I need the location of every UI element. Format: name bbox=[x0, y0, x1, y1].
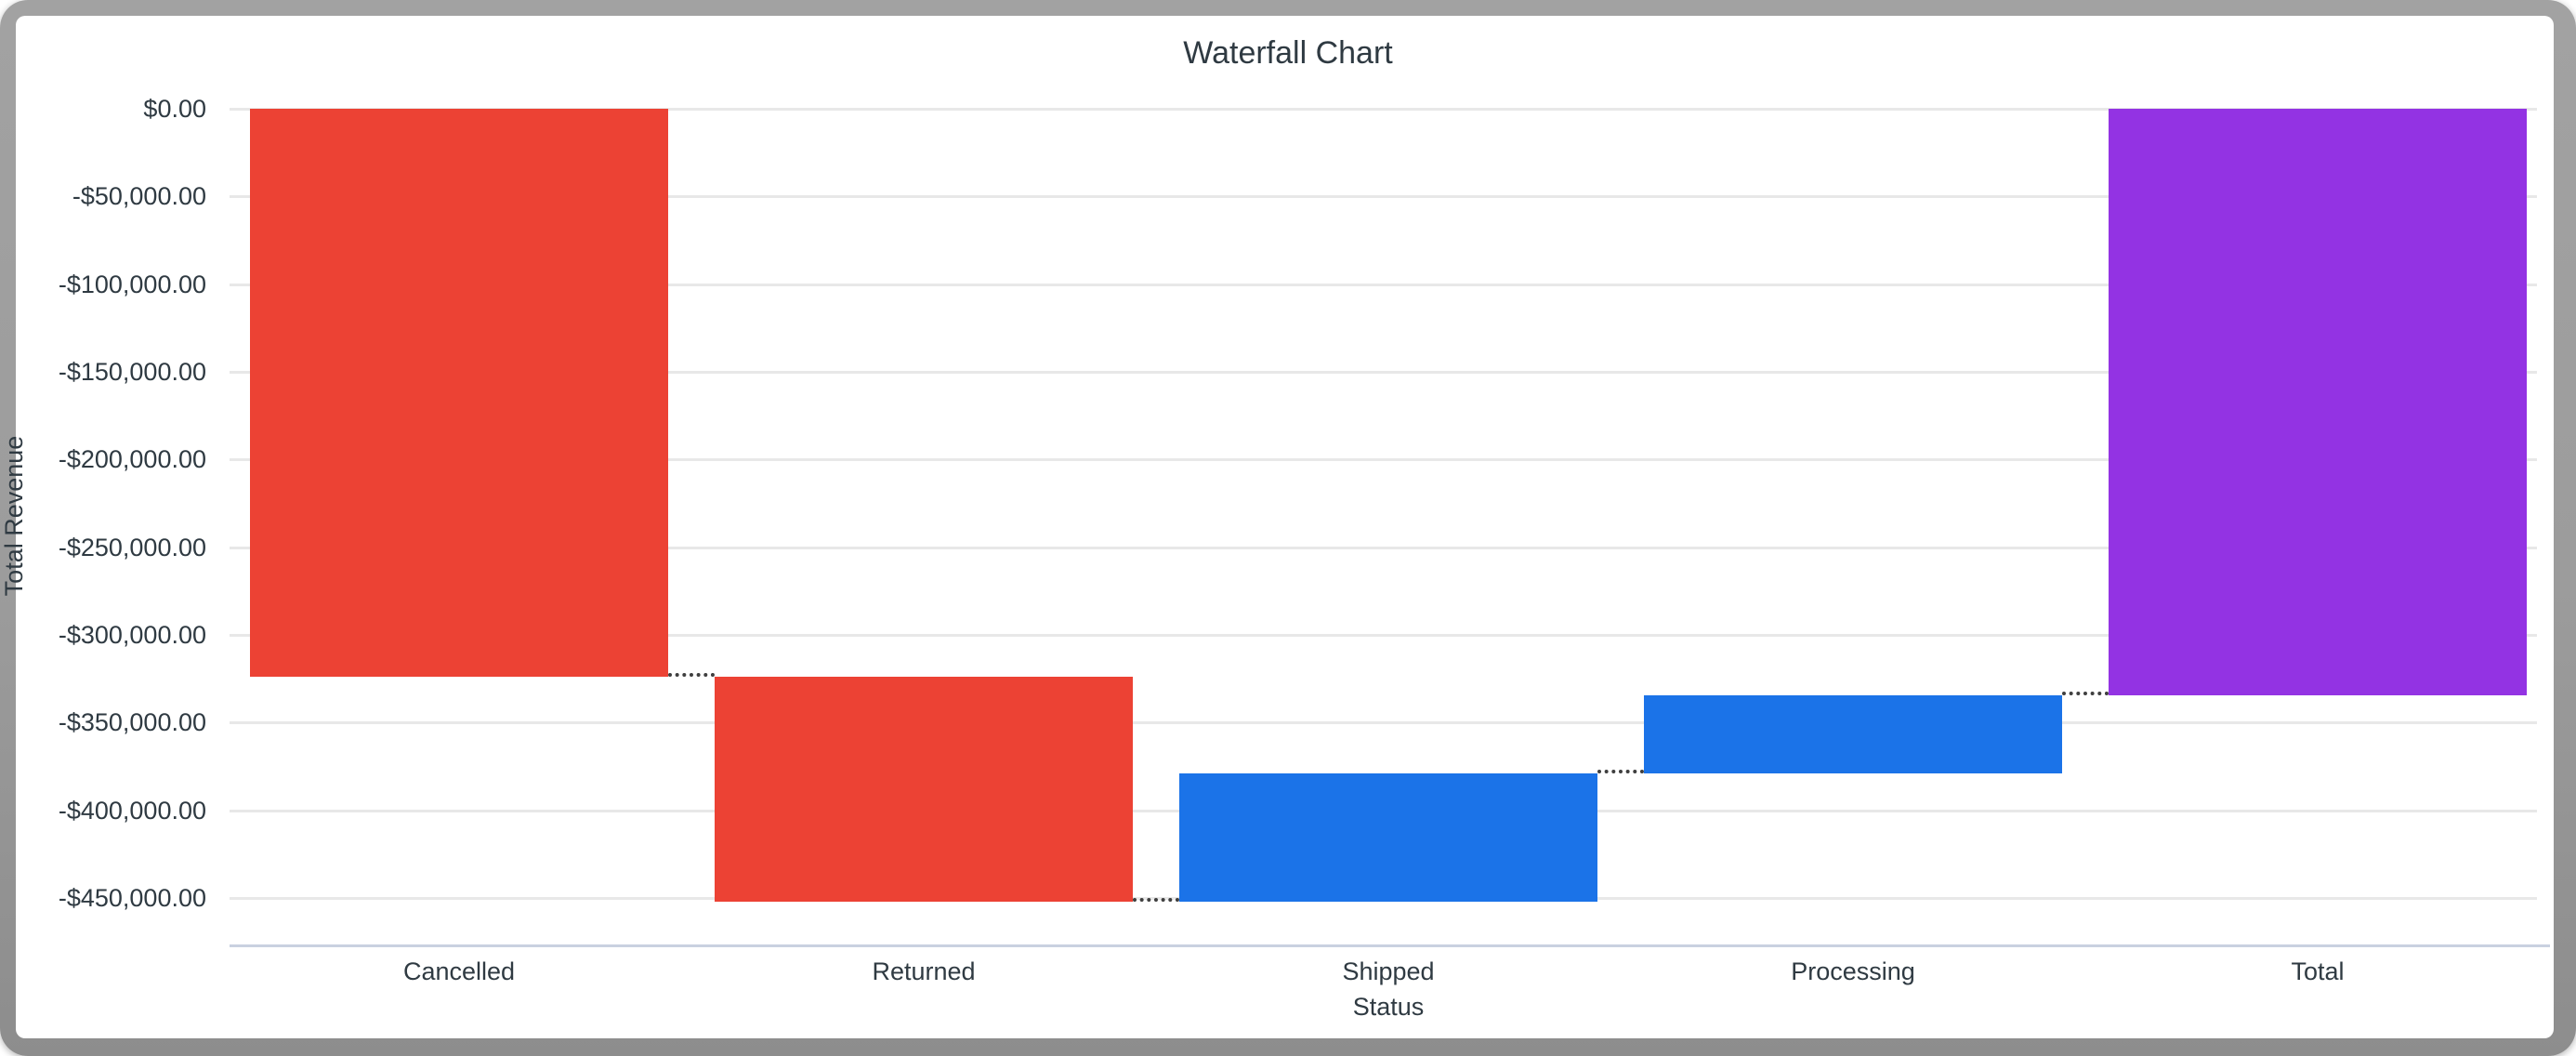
y-tick-label: -$400,000.00 bbox=[58, 797, 206, 825]
x-axis-title: Status bbox=[1352, 993, 1425, 1021]
gridline bbox=[230, 371, 2537, 374]
gridline bbox=[230, 284, 2537, 286]
x-tick-label: Processing bbox=[1791, 957, 1915, 985]
y-tick-label: -$50,000.00 bbox=[72, 182, 206, 210]
gridline bbox=[230, 721, 2537, 724]
chart-title: Waterfall Chart bbox=[1183, 35, 1393, 71]
x-tick-label: Returned bbox=[872, 957, 976, 985]
y-tick-label: -$100,000.00 bbox=[58, 271, 206, 298]
bar-processing[interactable] bbox=[1644, 695, 2062, 773]
gridline bbox=[230, 547, 2537, 549]
x-axis-line bbox=[230, 944, 2550, 947]
gridline bbox=[230, 195, 2537, 198]
y-tick-label: -$300,000.00 bbox=[58, 621, 206, 649]
y-tick-label: -$250,000.00 bbox=[58, 534, 206, 561]
connector bbox=[668, 673, 715, 677]
x-tick-label: Shipped bbox=[1342, 957, 1435, 985]
bar-cancelled[interactable] bbox=[250, 109, 668, 677]
connector bbox=[1133, 898, 1179, 902]
gridline bbox=[230, 634, 2537, 637]
gridline bbox=[230, 108, 2537, 111]
y-tick-label: -$200,000.00 bbox=[58, 445, 206, 473]
connector bbox=[1597, 770, 1644, 773]
y-tick-label: -$150,000.00 bbox=[58, 358, 206, 386]
bar-returned[interactable] bbox=[715, 677, 1133, 902]
bar-shipped[interactable] bbox=[1179, 773, 1597, 902]
x-tick-label: Total bbox=[2291, 957, 2345, 985]
gridline bbox=[230, 458, 2537, 461]
y-tick-label: $0.00 bbox=[143, 95, 206, 123]
connector bbox=[2062, 692, 2109, 695]
x-tick-label: Cancelled bbox=[402, 957, 516, 985]
y-tick-label: -$350,000.00 bbox=[58, 708, 206, 736]
y-tick-label: -$450,000.00 bbox=[58, 884, 206, 912]
bar-total[interactable] bbox=[2109, 109, 2527, 695]
